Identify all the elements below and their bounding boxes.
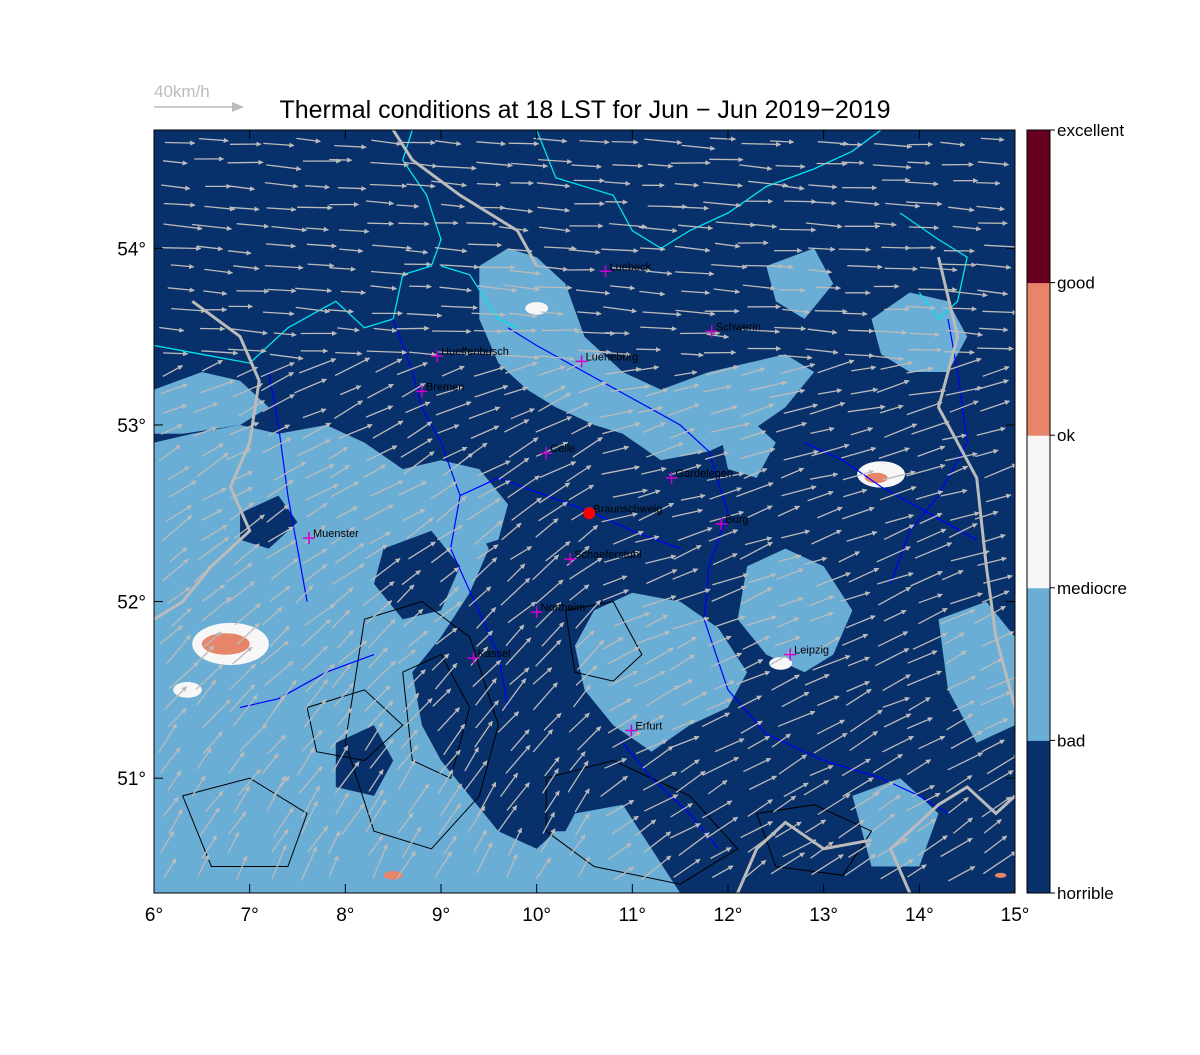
x-tick-label: 12° <box>714 905 743 926</box>
x-tick-label: 8° <box>336 905 354 926</box>
wind-vector <box>228 162 264 163</box>
wind-vector <box>976 183 1000 184</box>
wind-reference-arrowhead <box>232 102 244 112</box>
city-label: Lueneburg <box>586 351 639 363</box>
city-label: Leipzig <box>794 645 829 657</box>
wind-vector <box>367 223 393 224</box>
colorbar-band <box>1027 359 1050 436</box>
y-tick-label: 51° <box>117 769 146 790</box>
colorbar-band <box>1027 130 1050 207</box>
x-tick-label: 10° <box>522 905 551 926</box>
colorbar-label: ok <box>1057 426 1075 445</box>
wind-vector <box>165 143 195 144</box>
wind-vector <box>474 331 502 332</box>
x-tick-label: 9° <box>432 905 450 926</box>
x-tick-label: 15° <box>1001 905 1030 926</box>
city-label: Burg <box>725 514 748 526</box>
city-label: Hueffenbusch <box>441 346 509 358</box>
city-label: Kassel <box>478 648 511 660</box>
wind-vector <box>780 290 805 291</box>
city-label: Gardelegen <box>676 468 734 480</box>
y-tick-label: 53° <box>117 416 146 437</box>
wind-vector <box>509 143 539 144</box>
wind-vector <box>784 201 816 202</box>
wind-vector <box>605 333 629 334</box>
city-label: Celle <box>550 443 575 455</box>
good-hotspot <box>995 873 1006 878</box>
wind-vector <box>163 353 188 354</box>
x-tick-label: 6° <box>145 905 163 926</box>
wind-vector <box>885 268 918 269</box>
wind-vector <box>297 207 332 208</box>
colorbar-band <box>1027 664 1050 741</box>
wind-vector <box>839 249 871 250</box>
colorbar-label: mediocre <box>1057 579 1127 598</box>
wind-vector <box>162 248 201 249</box>
wind-vector <box>779 229 815 230</box>
city-label: Northeim <box>541 602 586 614</box>
wind-vector <box>848 330 873 331</box>
wind-vector <box>842 162 865 163</box>
wind-vector <box>680 333 720 334</box>
wind-vector <box>329 160 352 161</box>
wind-vector <box>432 331 471 332</box>
y-tick-label: 52° <box>117 593 146 614</box>
wind-vector <box>940 264 976 265</box>
city-label: Luebeck <box>610 261 652 273</box>
wind-vector <box>944 352 974 353</box>
colorbar-band <box>1027 512 1050 589</box>
map-plot-area: Luebeck Schwerin Hueffenbusch Lueneburg Brem… <box>154 130 1024 893</box>
wind-reference-label: 40km/h <box>154 82 210 101</box>
wind-vector <box>612 142 638 143</box>
colorbar-band <box>1027 817 1050 894</box>
colorbar-band <box>1027 206 1050 283</box>
wind-vector <box>816 287 841 288</box>
city-label: Braunschweig <box>593 503 662 515</box>
x-tick-label: 13° <box>809 905 838 926</box>
wind-vector <box>396 328 429 329</box>
city-label: Muenster <box>313 528 359 540</box>
wind-vector <box>909 227 939 228</box>
wind-vector <box>815 311 847 312</box>
x-tick-label: 14° <box>905 905 934 926</box>
city-label: Schwerin <box>716 321 761 333</box>
colorbar-label: horrible <box>1057 884 1114 903</box>
colorbar-band <box>1027 740 1050 817</box>
x-tick-label: 11° <box>619 905 646 926</box>
wind-vector <box>840 144 862 145</box>
city-label: Schaeferstuhl <box>574 549 641 561</box>
colorbar-band <box>1027 588 1050 665</box>
wind-vector <box>843 313 868 314</box>
wind-vector <box>918 289 957 290</box>
colorbar-label: bad <box>1057 731 1085 750</box>
y-tick-label: 54° <box>117 239 146 260</box>
wind-vector <box>605 202 627 203</box>
wind-vector <box>882 247 911 248</box>
colorbar-label: excellent <box>1057 121 1124 140</box>
wind-vector <box>398 223 429 224</box>
home-location-marker <box>583 507 595 519</box>
city-label: Bremen <box>426 381 465 393</box>
wind-vector <box>478 207 505 208</box>
wind-reference: 40km/h <box>154 82 244 112</box>
wind-vector <box>542 330 579 331</box>
city-label: Erfurt <box>635 721 662 733</box>
x-tick-label: 7° <box>241 905 259 926</box>
wind-vector <box>636 349 660 350</box>
wind-vector <box>977 348 1013 349</box>
chart-title: Thermal conditions at 18 LST for Jun − J… <box>279 96 890 124</box>
colorbar-band <box>1027 283 1050 360</box>
colorbar-label: good <box>1057 274 1095 293</box>
colorbar: horrible bad mediocre ok good excellent <box>1027 121 1127 903</box>
colorbar-band <box>1027 435 1050 512</box>
